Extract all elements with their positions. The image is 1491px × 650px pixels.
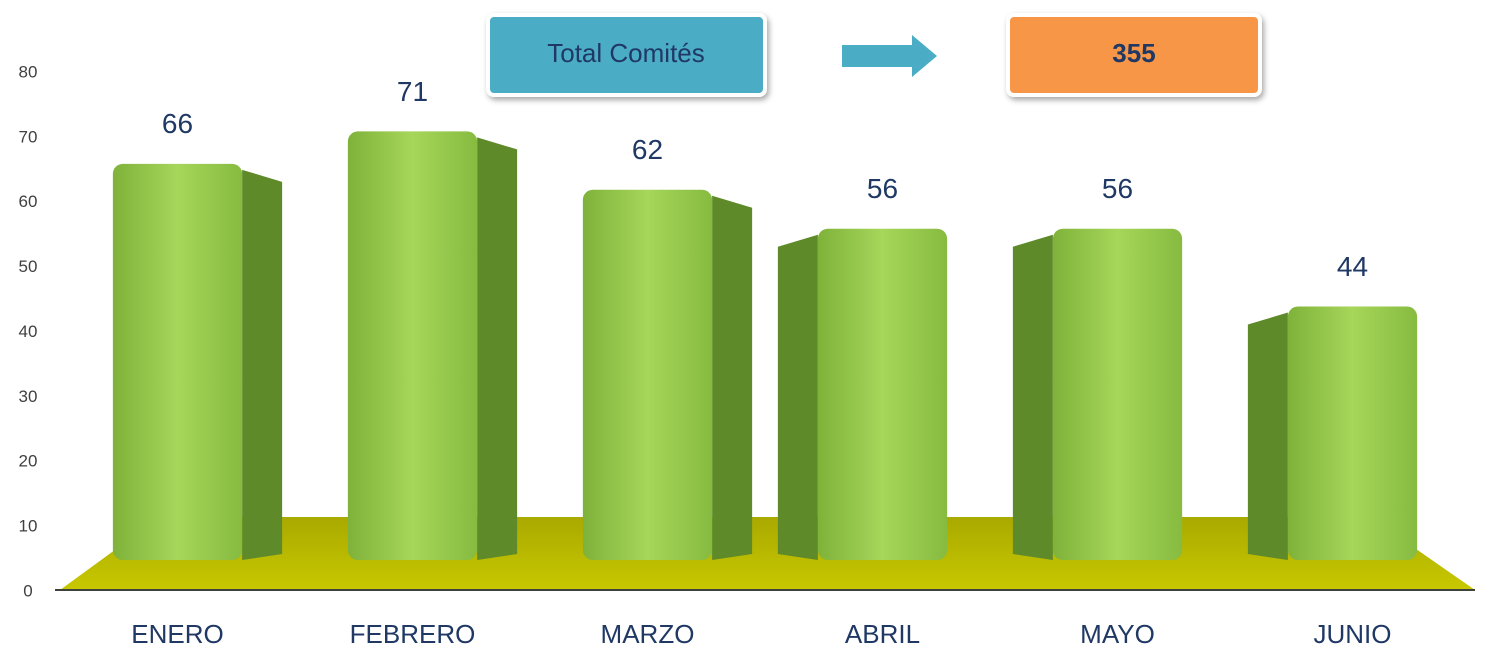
- header-label: Total Comités: [547, 38, 705, 68]
- y-tick-label: 10: [19, 517, 38, 536]
- y-tick-label: 30: [19, 387, 38, 406]
- bar-side: [1012, 234, 1053, 560]
- bar: [1052, 228, 1183, 560]
- x-tick-label: MAYO: [1080, 619, 1155, 649]
- y-tick-label: 80: [19, 62, 38, 81]
- arrow: [842, 35, 937, 77]
- x-tick-label: JUNIO: [1314, 619, 1392, 649]
- bar: [347, 131, 478, 560]
- data-label: 44: [1337, 251, 1368, 282]
- total-box: [1006, 13, 1262, 97]
- y-tick-label: 20: [19, 452, 38, 471]
- x-tick-label: ABRIL: [845, 619, 920, 649]
- data-label: 66: [162, 108, 193, 139]
- bar-side: [242, 169, 283, 560]
- data-label: 56: [1102, 173, 1133, 204]
- bar: [1287, 306, 1418, 560]
- x-tick-label: ENERO: [131, 619, 223, 649]
- y-tick-label: 60: [19, 192, 38, 211]
- data-label: 62: [632, 134, 663, 165]
- bar: [112, 163, 243, 560]
- bar: [582, 189, 713, 560]
- x-tick-label: MARZO: [601, 619, 695, 649]
- y-tick-label: 40: [19, 322, 38, 341]
- total-value: 355: [1112, 38, 1155, 68]
- x-tick-label: FEBRERO: [350, 619, 476, 649]
- bar-side: [712, 195, 753, 560]
- bar: [817, 228, 948, 560]
- y-tick-label: 0: [23, 581, 32, 600]
- bar-side: [777, 234, 818, 560]
- bar-side: [477, 137, 518, 560]
- y-tick-label: 70: [19, 127, 38, 146]
- data-label: 71: [397, 76, 428, 107]
- y-tick-label: 50: [19, 257, 38, 276]
- bar-side: [1247, 312, 1288, 560]
- header-box: [486, 13, 767, 97]
- data-label: 56: [867, 173, 898, 204]
